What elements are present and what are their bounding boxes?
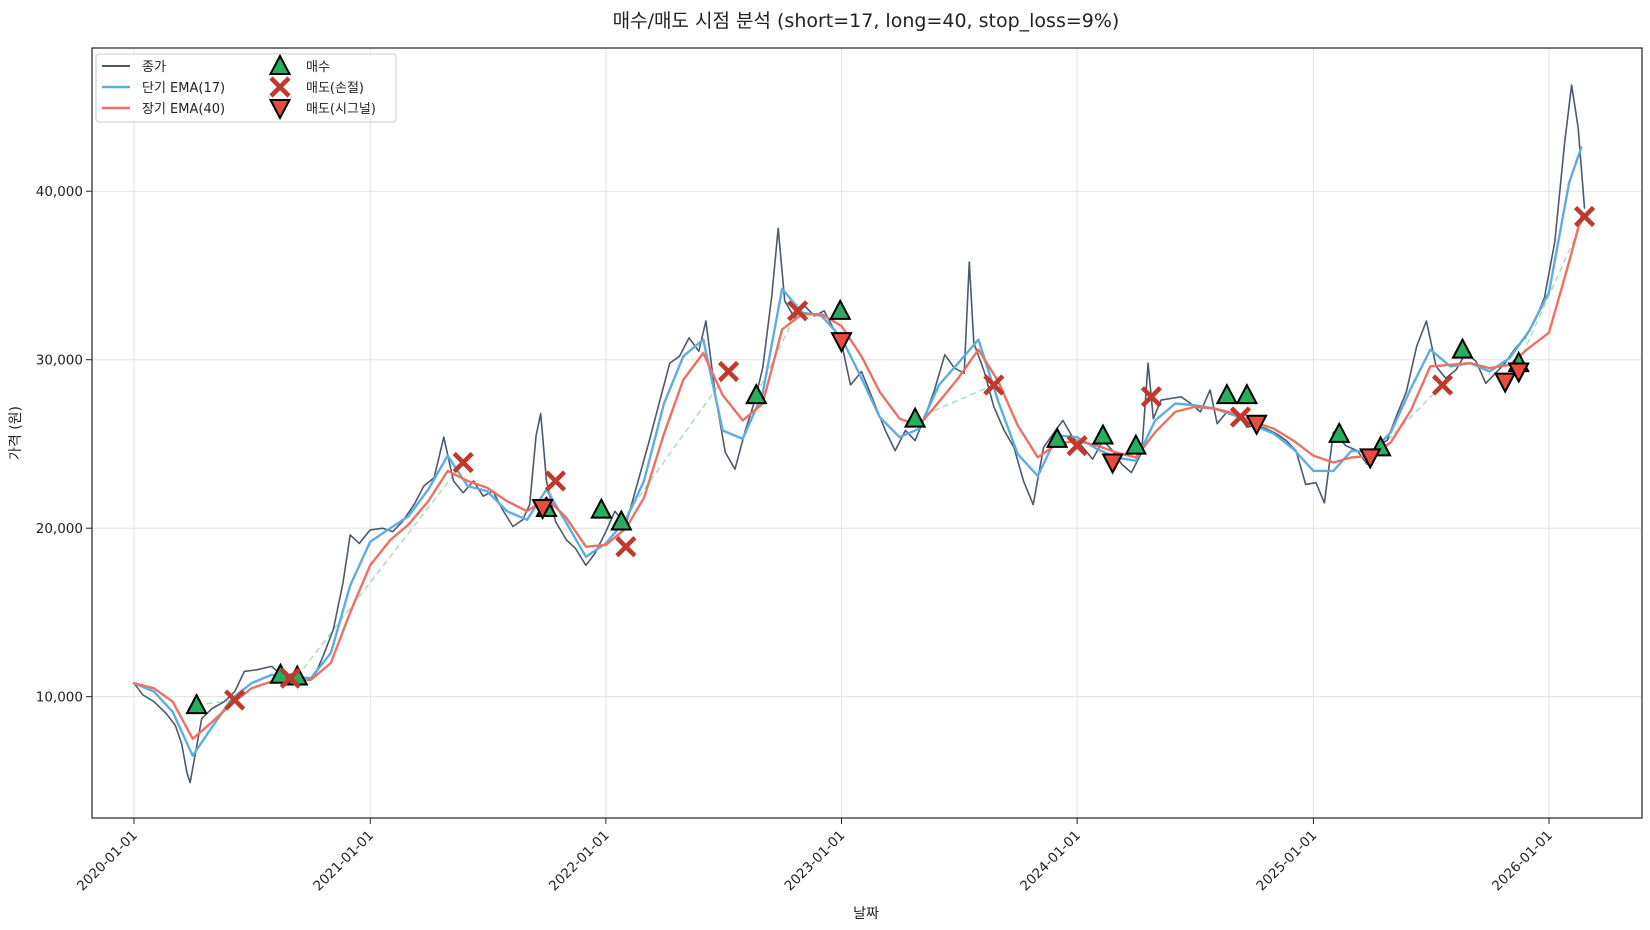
legend-box	[95, 53, 397, 123]
y-tick-label: 20,000	[36, 521, 83, 537]
y-tick-label: 10,000	[36, 690, 83, 706]
buy-marker	[1124, 433, 1148, 455]
legend-label-close: 종가	[142, 60, 166, 75]
legend-swatch-sell-stop	[269, 76, 291, 98]
sell-signal-marker	[531, 498, 554, 521]
series-lines	[132, 84, 1586, 784]
buy-marker	[1235, 382, 1259, 405]
trade-connector-line	[196, 699, 235, 706]
chart-title: 매수/매도 시점 분석 (short=17, long=40, stop_los…	[613, 10, 1120, 32]
sell-stop-marker	[1229, 406, 1252, 428]
legend-swatch-buy	[268, 53, 292, 75]
y-tick-label: 30,000	[36, 353, 83, 369]
x-tick-label: 2020-01-01	[74, 828, 141, 895]
sell-signal-marker	[1101, 453, 1124, 475]
x-tick-label: 2025-01-01	[1253, 828, 1320, 895]
sell-stop-marker	[544, 470, 567, 492]
trade-markers	[185, 205, 1596, 715]
sell-stop-marker	[615, 536, 637, 558]
legend-swatch-sell-signal	[268, 99, 292, 121]
series-ema-long-line	[132, 215, 1583, 740]
x-tick-label: 2021-01-01	[310, 828, 377, 895]
sell-stop-marker	[224, 689, 246, 711]
sell-stop-marker	[1573, 205, 1596, 228]
buy-marker	[590, 497, 613, 519]
buy-marker	[903, 406, 927, 428]
plot-frame	[91, 47, 1643, 819]
x-tick-label: 2022-01-01	[546, 828, 613, 895]
x-tick-label: 2023-01-01	[782, 828, 849, 895]
legend: 종가 단기 EMA(17) 장기 EMA(40) 매수 매도(손절) 매도(시그…	[95, 53, 397, 123]
sell-stop-marker	[1140, 386, 1162, 408]
sell-signal-marker	[1493, 372, 1517, 394]
sell-stop-marker	[452, 451, 474, 474]
legend-label-buy: 매수	[306, 60, 330, 75]
sell-signal-marker	[1507, 362, 1530, 384]
trade-connector-line	[620, 371, 730, 522]
series-close-line	[133, 84, 1586, 784]
trade-connector-line	[296, 462, 464, 677]
legend-label-sell-signal: 매도(시그널)	[306, 102, 376, 117]
sell-stop-marker	[983, 374, 1005, 396]
legend-label-ema-long: 장기 EMA(40)	[142, 102, 225, 117]
buy-marker	[745, 382, 768, 405]
buy-marker	[1215, 382, 1239, 405]
legend-label-ema-short: 단기 EMA(17)	[142, 81, 225, 96]
trade-connector-line	[755, 310, 799, 396]
x-tick-label: 2024-01-01	[1017, 828, 1084, 895]
buy-marker	[1045, 426, 1069, 448]
series-ema-short-line	[132, 146, 1583, 757]
sell-signal-marker	[1359, 448, 1382, 470]
sell-signal-marker	[830, 332, 853, 354]
sell-stop-marker	[787, 300, 809, 322]
buy-marker	[1091, 423, 1115, 445]
buy-marker	[1451, 337, 1474, 359]
y-axis-label: 가격 (원)	[8, 406, 24, 460]
x-tick-label: 2026-01-01	[1489, 828, 1556, 895]
buy-marker	[185, 692, 208, 715]
sell-stop-marker	[1431, 374, 1454, 396]
sell-signal-marker	[1245, 414, 1268, 436]
buy-marker	[1328, 421, 1351, 443]
buy-marker	[829, 298, 852, 320]
trade-connector-line	[1380, 384, 1444, 448]
x-axis-label: 날짜	[853, 906, 879, 922]
grid	[92, 48, 1642, 818]
sell-stop-marker	[717, 360, 740, 383]
trade-lines	[196, 216, 1586, 706]
sell-stop-marker	[279, 667, 301, 689]
sell-stop-marker	[1066, 435, 1088, 457]
buy-marker	[610, 509, 633, 531]
y-tick-label: 40,000	[36, 184, 83, 200]
legend-label-sell-stop: 매도(손절)	[306, 81, 364, 96]
axes: 2020-01-01 2021-01-01 2022-01-01 2023-01-01…	[36, 184, 1556, 894]
